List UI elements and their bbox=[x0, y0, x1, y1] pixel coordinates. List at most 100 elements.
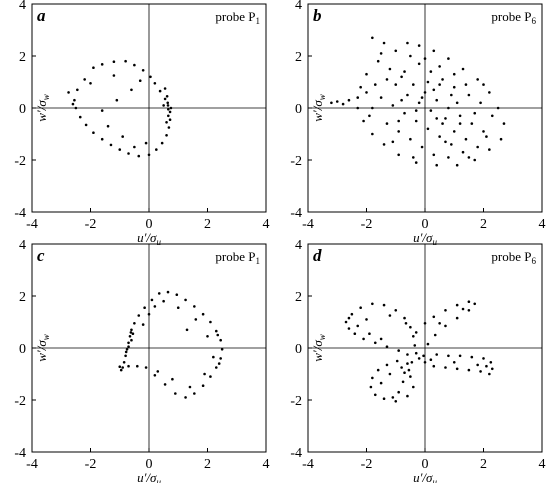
data-point bbox=[168, 110, 172, 114]
data-point bbox=[499, 137, 503, 141]
data-point bbox=[385, 78, 389, 81]
data-point bbox=[395, 359, 399, 363]
data-point bbox=[406, 93, 409, 97]
data-point bbox=[438, 135, 441, 138]
data-point bbox=[467, 156, 471, 159]
data-point bbox=[133, 145, 136, 149]
data-point bbox=[420, 96, 424, 99]
data-point bbox=[385, 345, 389, 349]
data-point bbox=[410, 361, 414, 364]
data-point bbox=[165, 134, 168, 137]
y-tick-label: -2 bbox=[290, 394, 302, 409]
data-point bbox=[365, 318, 368, 321]
data-point bbox=[429, 109, 433, 112]
data-point bbox=[441, 78, 444, 81]
data-point bbox=[106, 124, 110, 128]
data-point bbox=[397, 390, 400, 394]
data-point bbox=[412, 335, 415, 338]
data-point bbox=[371, 36, 374, 40]
data-point bbox=[341, 102, 345, 106]
data-point bbox=[461, 150, 465, 154]
data-point bbox=[330, 101, 333, 105]
x-tick-label: 4 bbox=[539, 217, 546, 232]
x-tick-label: -4 bbox=[302, 457, 314, 472]
data-point bbox=[165, 121, 168, 124]
data-point bbox=[194, 318, 198, 321]
data-point bbox=[382, 303, 386, 307]
data-point bbox=[356, 96, 360, 99]
data-point bbox=[129, 331, 133, 334]
data-point bbox=[438, 322, 441, 325]
data-point bbox=[394, 49, 398, 53]
data-point bbox=[362, 337, 365, 341]
data-point bbox=[368, 114, 371, 118]
data-point bbox=[127, 364, 130, 368]
data-point bbox=[121, 135, 124, 138]
data-point bbox=[74, 106, 78, 110]
x-axis-label: u′/σu bbox=[413, 470, 437, 483]
data-point bbox=[409, 54, 412, 58]
data-point bbox=[115, 98, 119, 102]
data-point bbox=[217, 362, 221, 365]
data-point bbox=[144, 366, 148, 369]
data-point bbox=[73, 98, 76, 102]
data-point bbox=[426, 342, 430, 346]
data-point bbox=[432, 49, 436, 53]
data-point bbox=[485, 364, 488, 368]
data-point bbox=[136, 364, 139, 368]
data-point bbox=[422, 354, 425, 358]
data-point bbox=[488, 91, 491, 94]
data-point bbox=[426, 80, 430, 84]
data-point bbox=[467, 368, 471, 372]
data-point bbox=[429, 70, 433, 73]
data-point bbox=[447, 354, 450, 358]
data-point bbox=[371, 376, 374, 380]
data-point bbox=[403, 316, 406, 320]
data-point bbox=[188, 385, 192, 389]
data-point bbox=[155, 148, 158, 151]
data-point bbox=[143, 306, 146, 310]
data-point bbox=[133, 63, 136, 67]
data-point bbox=[406, 41, 409, 45]
data-point bbox=[359, 306, 362, 310]
data-point bbox=[397, 119, 400, 123]
data-point bbox=[423, 361, 427, 364]
data-point bbox=[461, 307, 465, 311]
data-point bbox=[112, 60, 116, 64]
data-point bbox=[455, 367, 459, 371]
data-point bbox=[412, 83, 415, 86]
data-point bbox=[429, 358, 433, 362]
data-point bbox=[203, 372, 206, 376]
data-point bbox=[175, 293, 179, 297]
x-tick-label: 4 bbox=[539, 457, 546, 472]
data-point bbox=[435, 117, 439, 120]
data-point bbox=[385, 363, 389, 367]
data-point bbox=[83, 78, 86, 81]
data-point bbox=[379, 337, 383, 341]
panel-letter: a bbox=[37, 6, 46, 25]
data-point bbox=[133, 322, 136, 325]
y-tick-label: 0 bbox=[295, 342, 302, 357]
x-tick-label: -4 bbox=[302, 217, 314, 232]
data-point bbox=[467, 93, 471, 97]
panel-d: -4 -2 0 2 4 4 2 0 -2 -4 d probe P6 u′/σu w′/σw bbox=[290, 238, 545, 483]
probe-label: probe P6 bbox=[491, 249, 536, 266]
data-point bbox=[153, 374, 157, 377]
y-tick-label: 0 bbox=[19, 102, 26, 117]
data-point bbox=[219, 357, 222, 360]
data-point bbox=[206, 335, 209, 338]
data-point bbox=[169, 106, 173, 110]
data-point bbox=[368, 332, 371, 336]
data-point bbox=[156, 370, 160, 373]
data-point bbox=[168, 118, 172, 121]
x-tick-label: -2 bbox=[85, 457, 97, 472]
data-point bbox=[397, 130, 400, 133]
data-point bbox=[347, 98, 351, 102]
data-point bbox=[379, 381, 383, 385]
data-point bbox=[127, 152, 130, 155]
data-point bbox=[409, 137, 412, 141]
data-point bbox=[397, 349, 400, 352]
y-tick-label: -2 bbox=[14, 394, 26, 409]
data-point bbox=[147, 153, 151, 157]
data-point bbox=[67, 91, 70, 94]
